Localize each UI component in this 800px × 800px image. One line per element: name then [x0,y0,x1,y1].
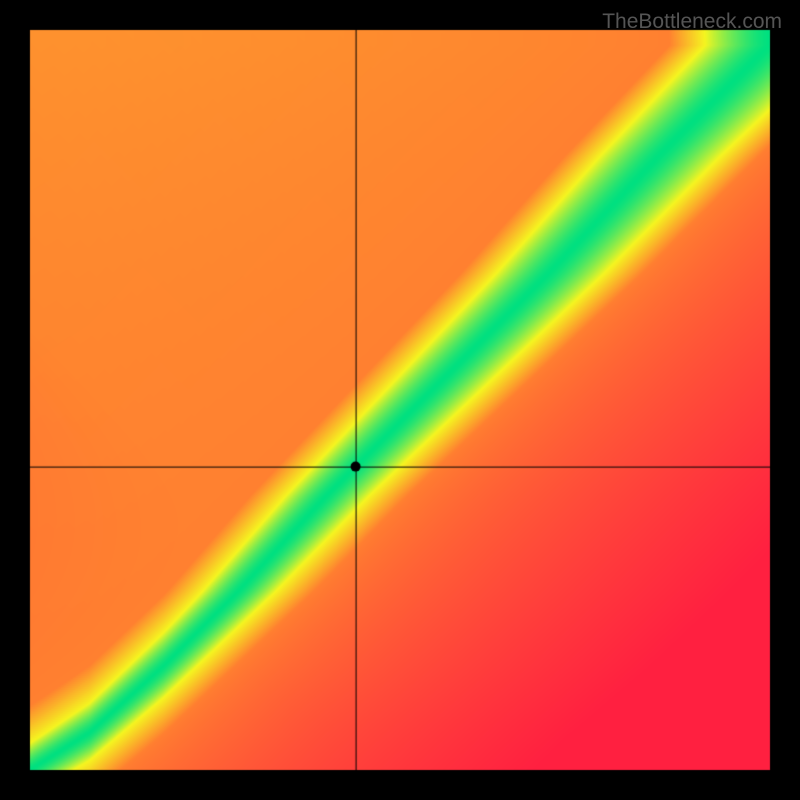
heatmap-canvas [0,0,800,800]
watermark-text: TheBottleneck.com [602,10,782,34]
chart-container: TheBottleneck.com [0,0,800,800]
